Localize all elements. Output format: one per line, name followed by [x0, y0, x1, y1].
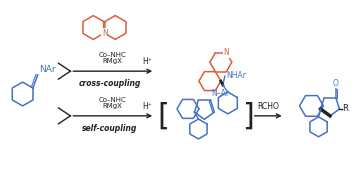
Text: NAr: NAr: [39, 65, 55, 74]
Text: ]: ]: [242, 101, 254, 130]
Text: R: R: [342, 105, 348, 113]
Text: N: N: [224, 48, 229, 57]
Text: H⁺: H⁺: [142, 57, 152, 66]
Text: H⁺: H⁺: [142, 102, 152, 111]
Text: RMgX: RMgX: [103, 103, 123, 109]
Text: N: N: [102, 29, 108, 38]
Text: NHAr: NHAr: [226, 71, 246, 80]
Text: Co–NHC: Co–NHC: [99, 52, 127, 58]
Text: O: O: [333, 79, 339, 88]
Text: [: [: [157, 101, 169, 130]
Text: cross-coupling: cross-coupling: [78, 79, 141, 88]
Text: N–Ar: N–Ar: [212, 89, 230, 98]
Text: RMgX: RMgX: [103, 58, 123, 64]
Text: self-coupling: self-coupling: [82, 124, 138, 133]
Text: Co–NHC: Co–NHC: [99, 97, 127, 103]
Text: RCHO: RCHO: [257, 102, 279, 111]
